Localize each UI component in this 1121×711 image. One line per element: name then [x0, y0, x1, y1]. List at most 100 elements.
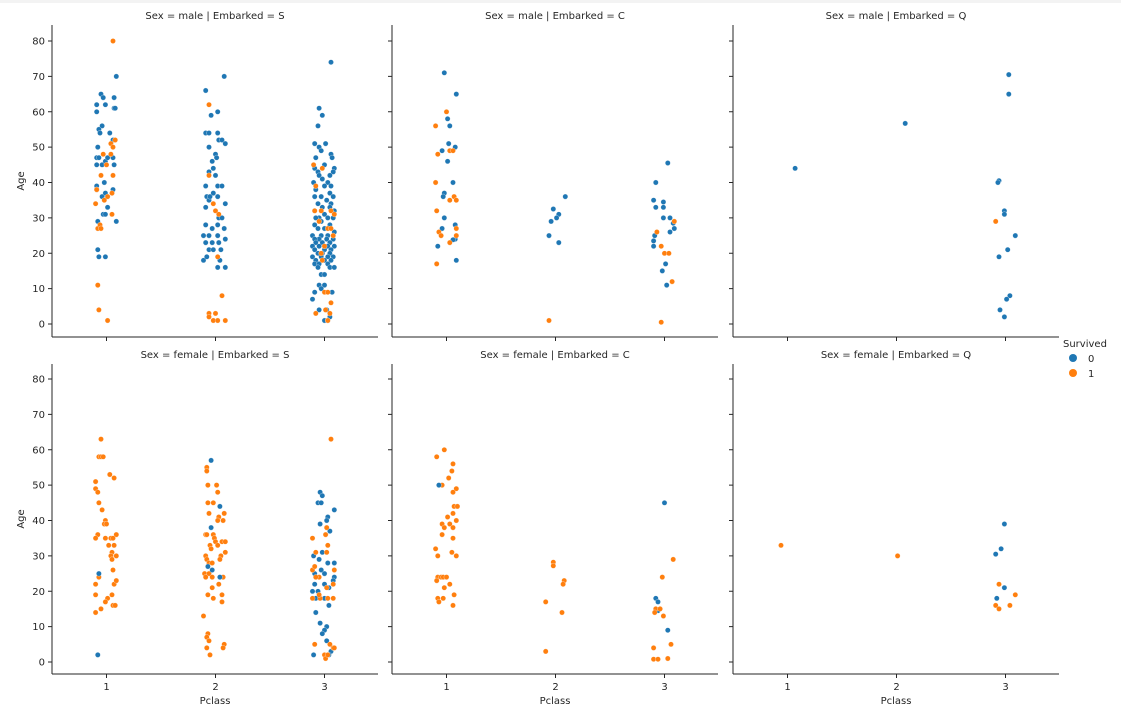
data-point: [667, 229, 673, 235]
data-point: [219, 183, 225, 189]
data-point: [212, 208, 219, 214]
data-point: [435, 151, 441, 157]
data-point: [319, 176, 326, 182]
data-point: [220, 645, 226, 651]
data-point: [313, 310, 319, 317]
data-point: [453, 197, 460, 203]
data-point: [331, 560, 338, 566]
data-point: [208, 112, 214, 119]
data-point: [206, 172, 212, 179]
data-point: [441, 447, 448, 453]
data-point: [323, 584, 330, 591]
data-point: [330, 169, 336, 175]
data-point: [650, 238, 657, 244]
data-point: [438, 232, 444, 239]
x-tick-label: 1: [103, 682, 109, 693]
data-point: [104, 154, 111, 161]
data-point: [214, 222, 221, 228]
data-point: [450, 461, 456, 467]
data-point: [453, 257, 460, 264]
data-point: [208, 546, 214, 552]
data-point: [327, 190, 333, 196]
data-point: [221, 225, 227, 232]
data-point: [310, 652, 317, 658]
data-point: [441, 70, 448, 76]
data-point: [445, 140, 452, 147]
data-point: [108, 151, 114, 157]
data-point: [996, 606, 1002, 612]
data-point: [98, 172, 104, 179]
y-tick-label: 10: [32, 284, 45, 295]
data-point: [318, 208, 324, 214]
data-point: [217, 556, 223, 563]
data-point: [206, 314, 212, 320]
data-point: [665, 160, 671, 166]
data-point: [331, 243, 338, 249]
data-point: [548, 218, 554, 225]
data-point: [98, 606, 104, 612]
data-point: [214, 517, 221, 524]
data-point: [550, 206, 557, 212]
data-point: [316, 243, 322, 249]
data-point: [321, 183, 328, 189]
data-point: [322, 307, 329, 313]
data-point: [327, 172, 333, 179]
data-point: [650, 645, 657, 651]
data-point: [222, 549, 229, 556]
data-point: [206, 144, 212, 150]
data-point: [441, 215, 448, 221]
data-point: [109, 190, 115, 196]
data-point: [93, 101, 100, 108]
data-point: [219, 137, 225, 143]
data-point: [102, 535, 109, 541]
data-point: [453, 517, 460, 524]
data-point: [205, 563, 211, 570]
data-point: [216, 239, 222, 246]
data-point: [650, 197, 657, 203]
data-point: [436, 482, 442, 488]
data-point: [655, 656, 661, 662]
data-point: [1001, 584, 1008, 591]
data-point: [331, 507, 338, 513]
data-point: [210, 190, 217, 196]
data-point: [93, 186, 100, 193]
data-point: [313, 154, 319, 161]
data-point: [98, 436, 104, 442]
data-point: [103, 162, 110, 168]
data-point: [439, 225, 445, 232]
data-point: [113, 531, 120, 538]
data-point: [327, 310, 333, 317]
data-point: [444, 514, 451, 520]
data-point: [202, 574, 209, 580]
data-point: [325, 560, 331, 566]
data-point: [209, 239, 215, 246]
data-point: [216, 211, 222, 218]
data-point: [315, 264, 321, 271]
x-axis-label: Pclass: [540, 696, 571, 707]
data-point: [1003, 296, 1010, 302]
data-point: [311, 581, 318, 587]
legend-label-1: 1: [1088, 369, 1094, 380]
data-point: [1001, 314, 1008, 320]
data-point: [205, 592, 211, 598]
y-axis-label: Age: [16, 509, 27, 528]
data-point: [655, 599, 661, 605]
data-point: [109, 556, 115, 563]
data-point: [110, 567, 116, 573]
data-point: [107, 130, 113, 136]
data-point: [99, 507, 105, 513]
data-point: [329, 154, 335, 161]
data-point: [205, 482, 211, 488]
facet-title: Sex = female | Embarked = C: [480, 350, 629, 361]
data-point: [553, 215, 560, 221]
y-tick-label: 70: [32, 410, 45, 421]
y-axis-label: Age: [16, 171, 27, 190]
data-point: [546, 317, 552, 324]
data-point: [447, 123, 453, 129]
data-point: [100, 151, 106, 157]
data-point: [202, 239, 209, 246]
data-point: [653, 179, 659, 186]
data-point: [440, 595, 446, 602]
data-point: [207, 652, 213, 658]
